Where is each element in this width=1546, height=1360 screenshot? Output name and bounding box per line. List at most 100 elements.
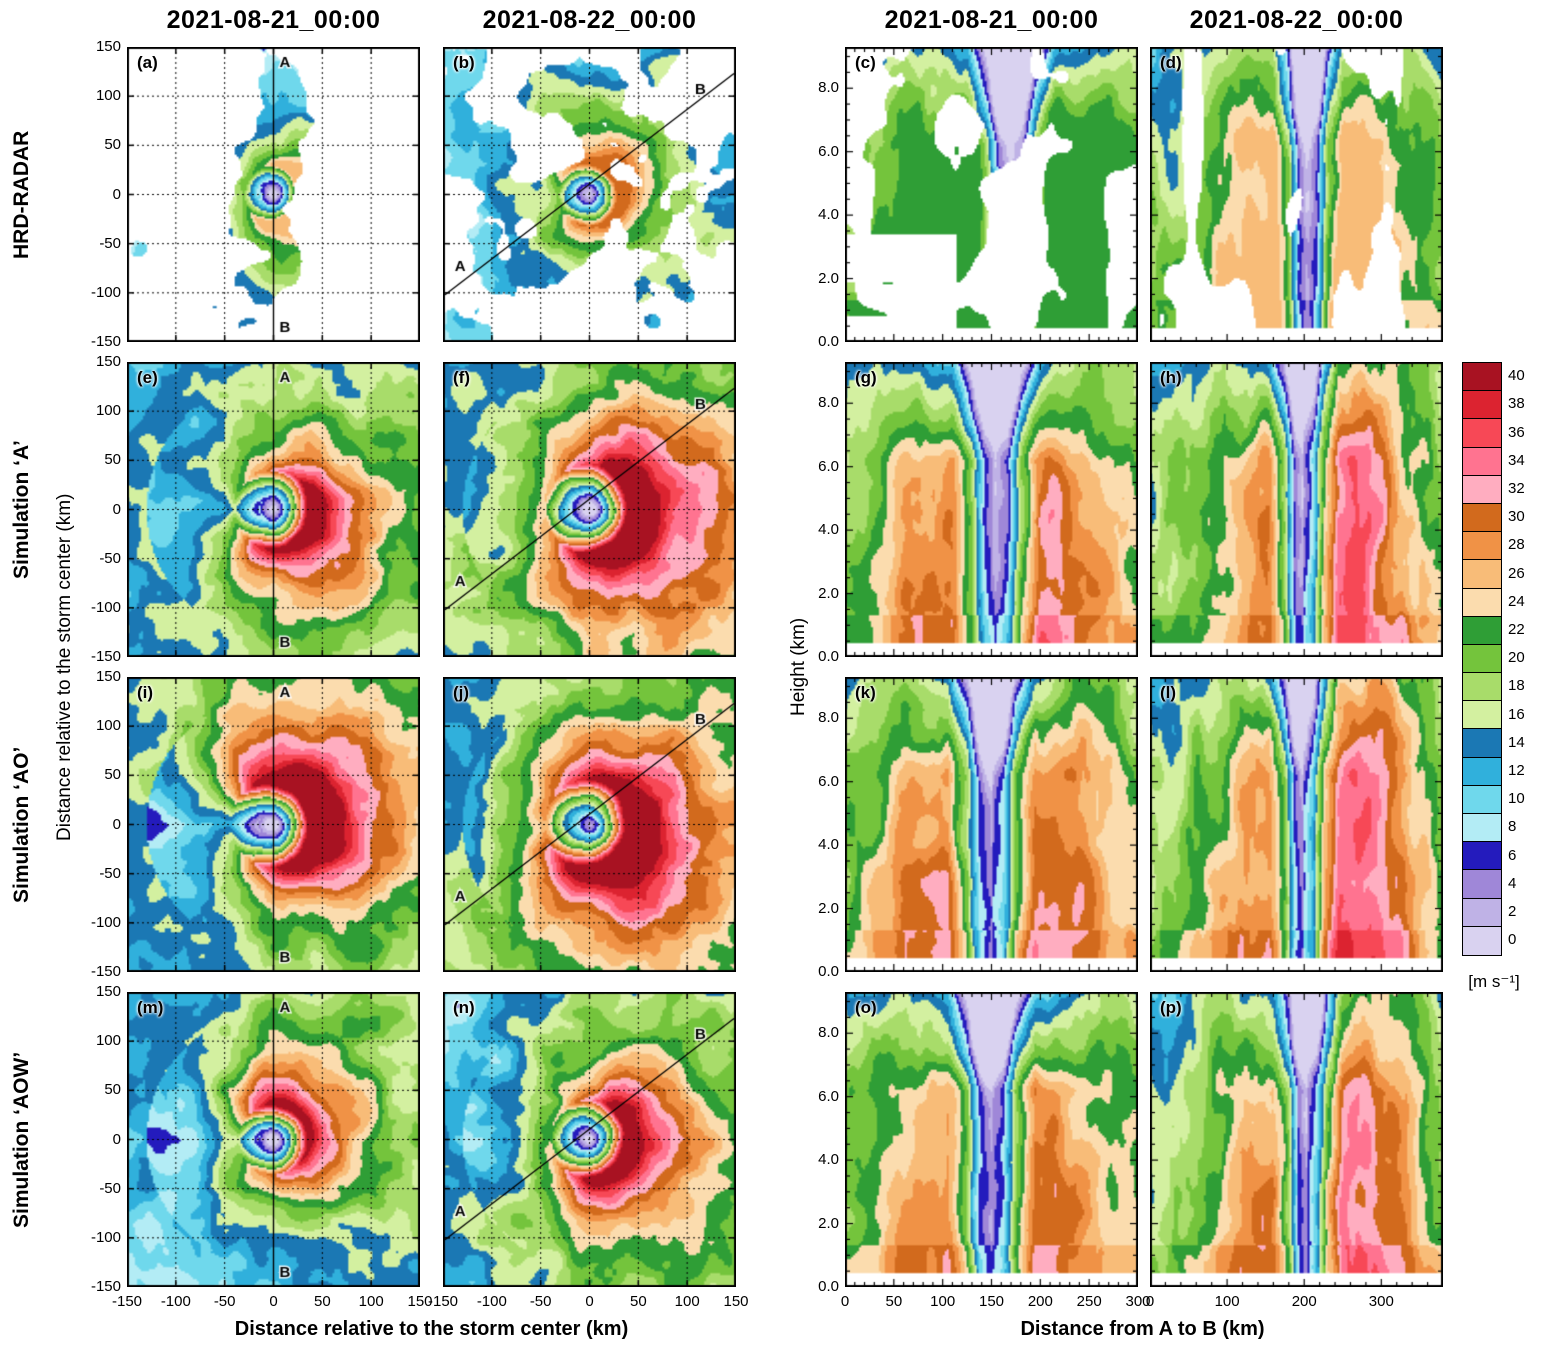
panel-label-i: (i) <box>137 683 154 702</box>
tick-label: -100 <box>90 598 121 616</box>
tick-label: 8.0 <box>818 79 839 97</box>
panel-overlay-canvas <box>845 47 1138 342</box>
panel-p: (p) 0 100 200 300 <box>1146 992 1443 1310</box>
tick-label: 100 <box>358 1293 384 1310</box>
tick-label: 2.0 <box>818 899 839 917</box>
panel-c: (c) 0.0 2.0 4.0 6.0 8.0 <box>818 47 1138 350</box>
tick-label: -50 <box>529 1293 552 1310</box>
panel-o: (o) 0.0 2.0 4.0 6.0 8.0 0 50 100 150 200 250 300 <box>818 992 1151 1310</box>
panel-label-k: (k) <box>855 683 876 702</box>
panel-overlay-canvas <box>1150 362 1443 657</box>
panel-overlay-canvas <box>443 47 736 342</box>
tick-label: 100 <box>95 717 121 735</box>
panel-overlay-canvas <box>443 992 736 1287</box>
tick-label: -50 <box>99 1179 121 1197</box>
column-title-4: 2021-08-22_00:00 <box>1189 6 1404 34</box>
tick-label: 6.0 <box>818 142 839 160</box>
tick-label: 2.0 <box>818 584 839 602</box>
colorbar-segment <box>1463 644 1501 674</box>
panel-label-p: (p) <box>1160 998 1182 1017</box>
tick-label: 150 <box>95 983 121 1000</box>
tick-label: 100 <box>1214 1293 1240 1310</box>
tick-label: 8.0 <box>818 394 839 412</box>
tick-label: -50 <box>99 234 121 252</box>
colorbar-segment <box>1463 391 1501 420</box>
panel-d: (d) <box>1150 47 1443 342</box>
colorbar-level-label: 14 <box>1508 733 1525 751</box>
colorbar-level-label: 26 <box>1508 564 1525 582</box>
colorbar-level-label: 16 <box>1508 705 1525 723</box>
tick-label: 150 <box>95 668 121 685</box>
panel-f: (f) <box>443 362 736 657</box>
tick-label: 4.0 <box>818 206 839 224</box>
panel-label-o: (o) <box>855 998 877 1017</box>
tick-label: 300 <box>1125 1293 1151 1310</box>
panel-label-j: (j) <box>453 683 470 702</box>
tick-label: 300 <box>1368 1293 1394 1310</box>
tick-label: -150 <box>111 1293 143 1310</box>
tick-label: -100 <box>90 913 121 931</box>
panel-label-a: (a) <box>137 53 158 72</box>
colorbar-segment <box>1463 814 1501 843</box>
panel-overlay-canvas <box>443 677 736 972</box>
tick-label: 100 <box>930 1293 956 1310</box>
tick-label: -150 <box>427 1293 459 1310</box>
tick-label: 4.0 <box>818 521 839 539</box>
tick-label: 100 <box>674 1293 700 1310</box>
colorbar-level-label: 8 <box>1508 818 1517 836</box>
tick-label: 0 <box>269 1293 278 1310</box>
colorbar-level-label: 34 <box>1508 451 1525 469</box>
panel-g: (g) 0.0 2.0 4.0 6.0 8.0 <box>818 362 1138 665</box>
colorbar-level-label: 36 <box>1508 423 1525 441</box>
colorbar-segment <box>1463 898 1501 927</box>
panel-overlay-canvas <box>127 362 420 657</box>
panel-label-b: (b) <box>453 53 475 72</box>
colorbar-segment <box>1463 870 1501 899</box>
tick-label: 250 <box>1076 1293 1102 1310</box>
tick-label: -150 <box>90 1278 121 1295</box>
colorbar-segment <box>1463 785 1501 814</box>
tick-label: 2.0 <box>818 269 839 287</box>
colorbar-segment <box>1463 532 1501 561</box>
panel-label-c: (c) <box>855 53 876 72</box>
tick-label: 200 <box>1291 1293 1317 1310</box>
tick-label: -150 <box>90 648 121 665</box>
tick-label: 200 <box>1027 1293 1053 1310</box>
tick-label: 6.0 <box>818 457 839 475</box>
column-title-3: 2021-08-21_00:00 <box>884 6 1099 34</box>
tick-label: 0 <box>840 1293 850 1310</box>
panel-a: (a) -150 -100 -50 0 50 100 150 <box>91 38 420 350</box>
tick-label: -150 <box>90 963 121 980</box>
panel-label-l: (l) <box>1160 683 1177 702</box>
panel-m: (m) -150 -100 -50 0 50 100 150 -150 -100 -50 0 50 100… <box>91 983 433 1310</box>
tick-label: 0 <box>585 1293 594 1310</box>
colorbar-level-label: 12 <box>1508 761 1525 779</box>
panel-overlay-canvas <box>1150 992 1443 1287</box>
panel-label-e: (e) <box>137 368 158 387</box>
column-title-1: 2021-08-21_00:00 <box>166 6 381 34</box>
panel-j: (j) <box>443 677 736 972</box>
tick-label: -100 <box>90 1228 121 1246</box>
tick-label: 6.0 <box>818 772 839 790</box>
panel-label-f: (f) <box>453 368 470 387</box>
tick-label: 50 <box>885 1293 903 1310</box>
panel-label-d: (d) <box>1160 53 1182 72</box>
tick-label: 0.0 <box>818 1278 839 1295</box>
row-label-simulation-aow: Simulation ‘AOW’ <box>10 1051 33 1228</box>
panel-overlay-canvas <box>1150 677 1443 972</box>
tick-label: 6.0 <box>818 1087 839 1105</box>
panel-label-n: (n) <box>453 998 475 1017</box>
tick-label: 0 <box>112 185 121 203</box>
column-title-2: 2021-08-22_00:00 <box>482 6 697 34</box>
tick-label: 0.0 <box>818 648 839 665</box>
row-label-hrd-radar: HRD-RADAR <box>10 130 33 259</box>
tick-label: -100 <box>90 283 121 301</box>
panel-label-m: (m) <box>137 998 164 1017</box>
panel-overlay-canvas <box>845 677 1138 972</box>
colorbar-unit-label: [m s⁻¹] <box>1468 972 1520 991</box>
tick-label: 0 <box>112 1130 121 1148</box>
tick-label: -50 <box>99 864 121 882</box>
colorbar-segment <box>1463 475 1501 504</box>
panel-overlay-canvas <box>1150 47 1443 342</box>
